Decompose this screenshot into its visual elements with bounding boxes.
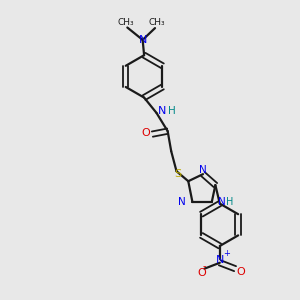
Text: H: H [168,106,176,116]
Text: O: O [142,128,150,138]
Text: O: O [236,267,245,277]
Text: -: - [203,261,206,271]
Text: N: N [199,165,207,175]
Text: CH₃: CH₃ [148,18,165,27]
Text: N: N [139,35,147,45]
Text: H: H [226,197,233,207]
Text: S: S [174,169,182,178]
Text: N: N [178,197,186,207]
Text: N: N [216,255,224,265]
Text: +: + [223,249,230,258]
Text: CH₃: CH₃ [118,18,134,27]
Text: N: N [218,197,226,207]
Text: O: O [198,268,206,278]
Text: N: N [158,106,166,116]
